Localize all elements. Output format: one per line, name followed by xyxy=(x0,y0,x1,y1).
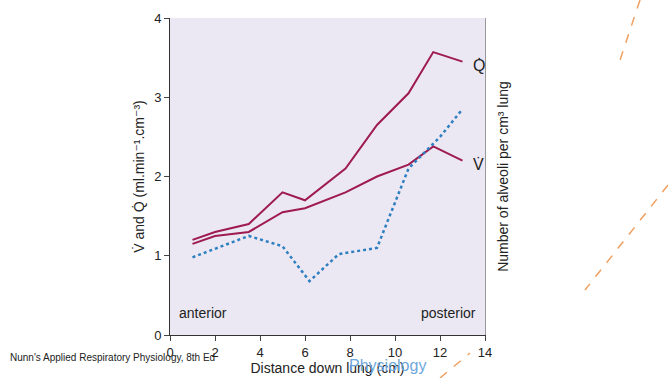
svg-text:Distance down lung (cm): Distance down lung (cm) xyxy=(250,360,404,376)
svg-text:4: 4 xyxy=(256,345,263,360)
svg-text:2: 2 xyxy=(154,169,161,184)
svg-text:V̇: V̇ xyxy=(473,156,484,173)
svg-text:0: 0 xyxy=(166,345,173,360)
svg-text:Q̇: Q̇ xyxy=(473,57,485,74)
svg-text:1: 1 xyxy=(154,248,161,263)
svg-text:Nunn's Applied Respiratory Phy: Nunn's Applied Respiratory Physiology, 8… xyxy=(10,352,215,363)
svg-text:8: 8 xyxy=(346,345,353,360)
svg-text:V̇ and Q̇ (ml.min⁻¹.cm⁻³): V̇ and Q̇ (ml.min⁻¹.cm⁻³) xyxy=(131,100,147,252)
svg-text:6: 6 xyxy=(301,345,308,360)
svg-text:12: 12 xyxy=(433,345,447,360)
svg-text:posterior: posterior xyxy=(421,305,476,321)
svg-text:3: 3 xyxy=(154,90,161,105)
svg-text:4: 4 xyxy=(154,11,161,26)
svg-text:anterior: anterior xyxy=(179,305,227,321)
svg-text:0: 0 xyxy=(154,328,161,343)
svg-text:Physiology: Physiology xyxy=(349,357,426,374)
svg-text:10: 10 xyxy=(388,345,402,360)
svg-text:14: 14 xyxy=(478,345,492,360)
svg-text:2: 2 xyxy=(211,345,218,360)
svg-text:Number of alveoli per cm³ lung: Number of alveoli per cm³ lung xyxy=(495,81,511,272)
